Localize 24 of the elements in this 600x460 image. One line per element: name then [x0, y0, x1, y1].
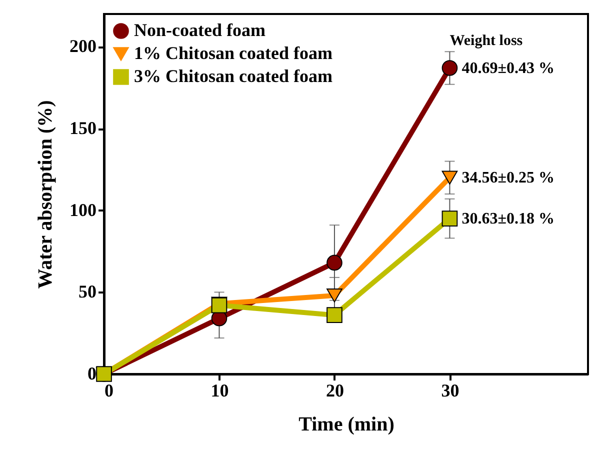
point	[326, 254, 342, 271]
annotation: 30.63±0.18 %	[462, 210, 554, 228]
y-axis-title: Water absorption (%)	[34, 100, 56, 289]
annotation: 34.56±0.25 %	[462, 170, 554, 187]
point	[442, 210, 458, 226]
y-tick-label: 200	[70, 36, 96, 56]
point	[442, 60, 458, 76]
y-tick-label: 150	[70, 118, 96, 138]
y-tick-label: 0	[88, 364, 96, 384]
legend-label: 3% Chitosan coated foam	[134, 66, 332, 86]
x-tick-label: 10	[210, 380, 229, 400]
legend-label: 1% Chitosan coated foam	[134, 43, 332, 63]
x-axis-title: Time (min)	[298, 414, 394, 436]
y-tick-label: 50	[78, 282, 96, 302]
point	[442, 170, 458, 185]
point	[326, 288, 342, 302]
legend-label: Non-coated foam	[134, 20, 266, 40]
point	[326, 307, 342, 324]
x-tick-label: 30	[441, 380, 460, 400]
annotation: 40.69±0.43 %	[462, 60, 554, 77]
y-tick-label: 100	[70, 200, 96, 220]
annotation: Weight loss	[450, 33, 523, 49]
x-tick-label: 0	[104, 380, 114, 400]
x-tick-label: 20	[326, 380, 344, 400]
